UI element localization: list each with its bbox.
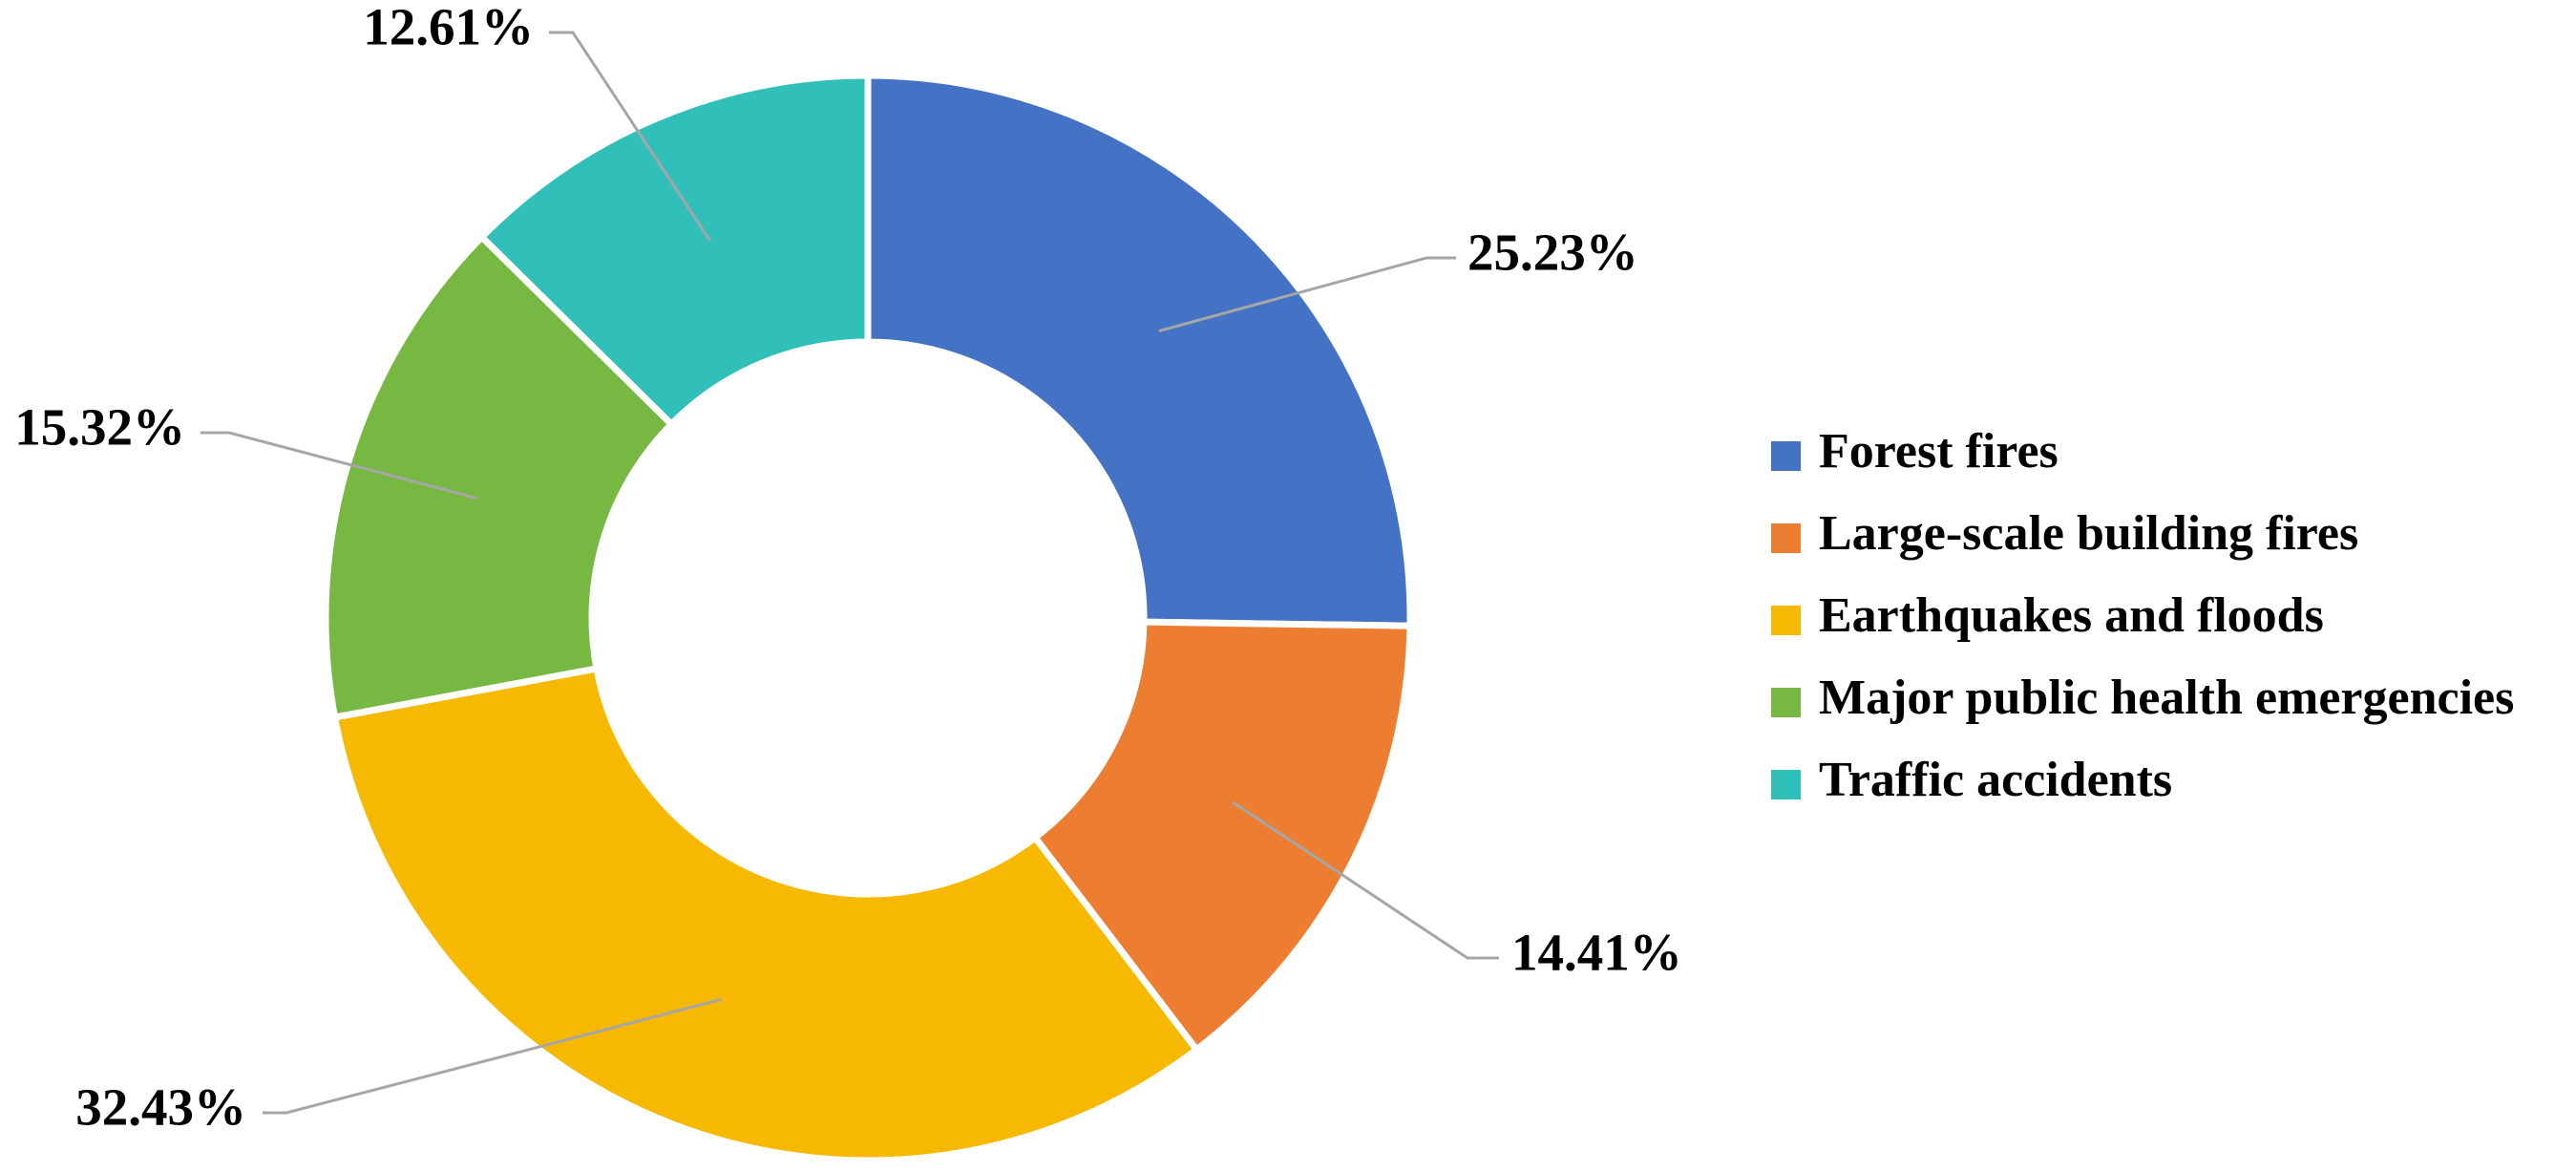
- donut-segment: [330, 664, 1202, 1164]
- donut-segment: [476, 72, 872, 430]
- donut-segment: [322, 232, 677, 722]
- legend-label: Traffic accidents: [1819, 753, 2172, 807]
- leader-line: [263, 997, 722, 1115]
- data-label: 32.43%: [75, 1078, 246, 1137]
- legend-swatch: [1771, 523, 1801, 553]
- data-label: 12.61%: [363, 0, 534, 56]
- data-label: 25.23%: [1467, 224, 1638, 282]
- donut-segment: [864, 72, 1414, 629]
- data-label: 15.32%: [14, 398, 185, 457]
- legend-label: Large-scale building fires: [1819, 506, 2358, 561]
- leader-line: [201, 431, 478, 501]
- leader-line: [549, 31, 712, 242]
- leader-line: [1232, 800, 1499, 960]
- legend-swatch: [1771, 688, 1801, 717]
- legend-swatch: [1771, 441, 1801, 471]
- legend-label: Forest fires: [1819, 424, 2059, 479]
- donut-segment: [1030, 618, 1414, 1055]
- leader-line: [1158, 256, 1456, 332]
- legend-swatch: [1771, 770, 1801, 799]
- legend-label: Major public health emergencies: [1819, 671, 2514, 725]
- legend-swatch: [1771, 606, 1801, 635]
- legend-label: Earthquakes and floods: [1819, 588, 2324, 643]
- data-label: 14.41%: [1511, 924, 1682, 982]
